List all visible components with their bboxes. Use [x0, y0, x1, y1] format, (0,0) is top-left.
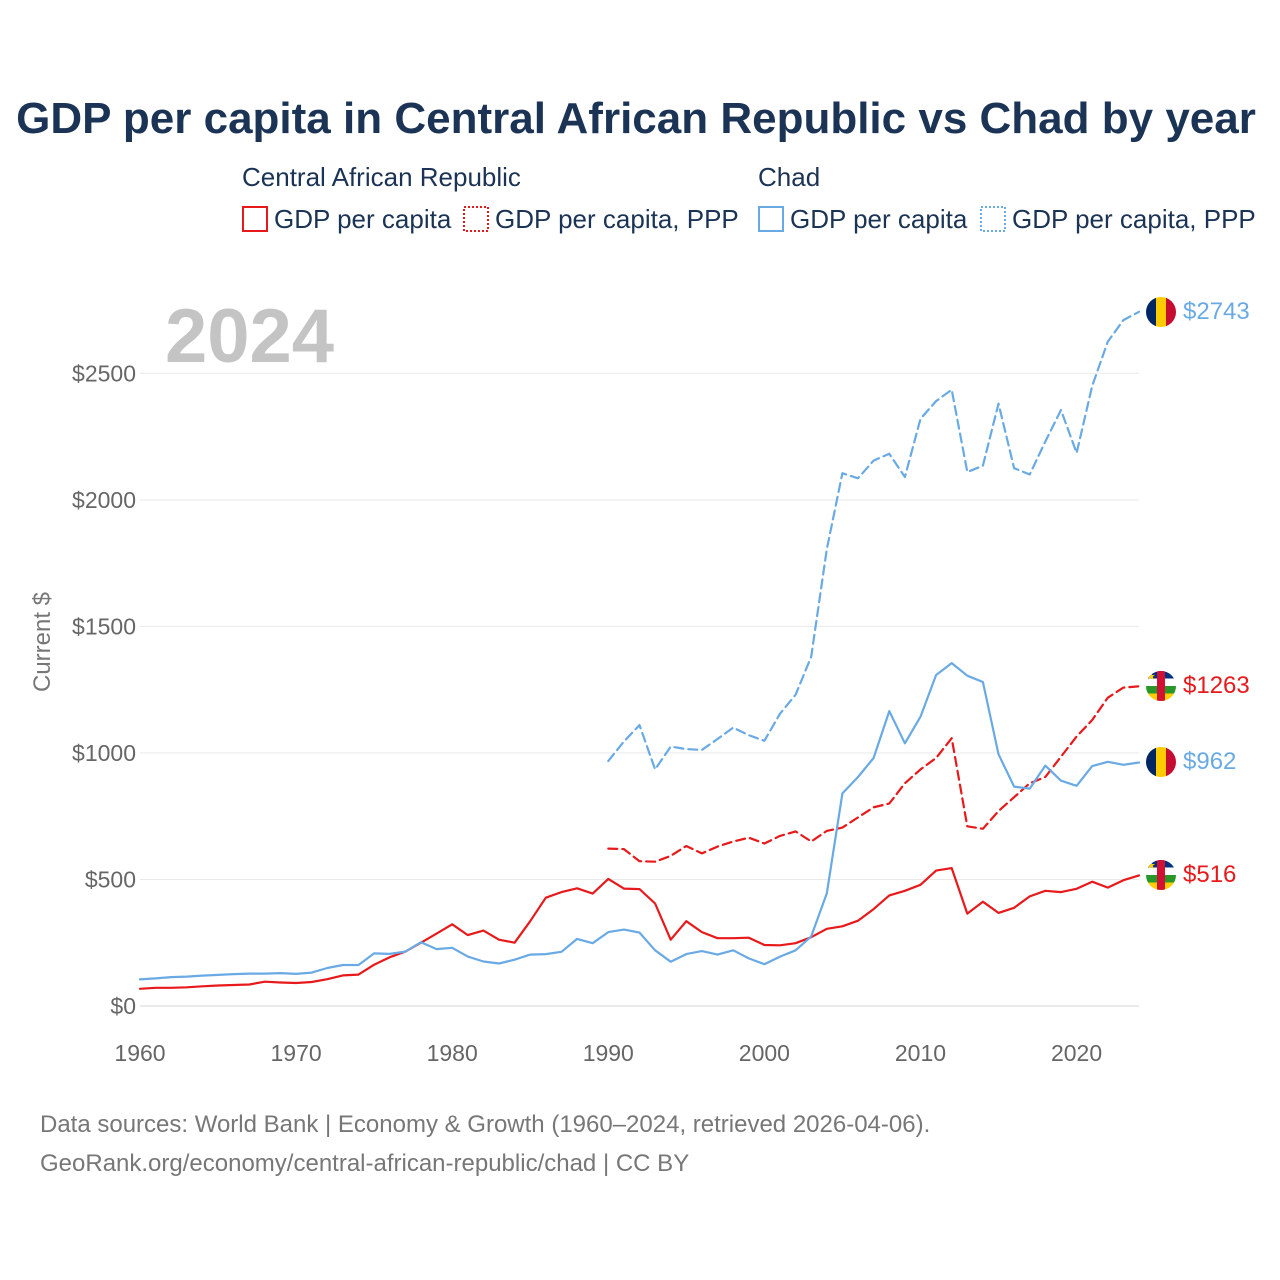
- legend: Central African Republic GDP per capita …: [242, 162, 1256, 234]
- legend-label-chad-gdp: GDP per capita: [790, 204, 968, 234]
- flag-chad-ppp: [1146, 297, 1176, 327]
- x-tick-label: 2000: [739, 1040, 790, 1066]
- end-label-chad-gdp: $962: [1183, 748, 1236, 775]
- series: [138, 310, 1141, 990]
- chad-flag-icon: [1146, 747, 1176, 777]
- series-line-1: [607, 685, 1141, 863]
- legend-group-central-african-republic: Central African Republic: [242, 162, 521, 192]
- central-african-republic-flag-icon: [1146, 860, 1176, 890]
- x-tick-label: 2020: [1051, 1040, 1102, 1066]
- end-label-chad-ppp: $2743: [1183, 298, 1250, 325]
- source-line-1: Data sources: World Bank | Economy & Gro…: [40, 1111, 930, 1138]
- year-watermark: 2024: [165, 294, 334, 379]
- y-axis: $0 $500 $1000 $1500 $2000 $2500: [72, 360, 136, 1019]
- chad-flag-icon: [1146, 297, 1176, 327]
- flag-car-ppp: [1146, 671, 1176, 701]
- legend-label-car-gdp: GDP per capita: [274, 204, 452, 234]
- x-tick-label: 1980: [427, 1040, 478, 1066]
- y-tick-label: $1500: [72, 613, 136, 639]
- legend-label-car-ppp: GDP per capita, PPP: [495, 204, 739, 234]
- y-tick-label: $1000: [72, 740, 136, 766]
- series-line-2: [138, 661, 1141, 981]
- source-line-2: GeoRank.org/economy/central-african-repu…: [40, 1150, 689, 1177]
- legend-group-chad: Chad: [758, 162, 820, 192]
- y-tick-label: $500: [85, 866, 136, 892]
- series-line-3: [607, 310, 1141, 771]
- x-axis: 1960 1970 1980 1990 2000 2010 2020: [114, 1040, 1102, 1066]
- y-axis-title: Current $: [29, 592, 56, 692]
- legend-swatch-chad-gdp: [758, 206, 784, 232]
- legend-swatch-chad-ppp: [980, 206, 1006, 232]
- end-label-car-ppp: $1263: [1183, 672, 1250, 699]
- legend-label-chad-ppp: GDP per capita, PPP: [1012, 204, 1256, 234]
- grid: [140, 372, 1139, 1007]
- x-tick-label: 1990: [583, 1040, 634, 1066]
- x-tick-label: 1970: [271, 1040, 322, 1066]
- flag-chad-gdp: [1146, 747, 1176, 777]
- flag-car-gdp: [1146, 860, 1176, 890]
- x-tick-label: 1960: [114, 1040, 165, 1066]
- legend-swatch-car-gdp: [242, 206, 268, 232]
- y-tick-label: $2500: [72, 360, 136, 386]
- central-african-republic-flag-icon: [1146, 671, 1176, 701]
- end-label-car-gdp: $516: [1183, 861, 1236, 888]
- chart-title: GDP per capita in Central African Republ…: [16, 94, 1256, 143]
- x-tick-label: 2010: [895, 1040, 946, 1066]
- series-line-0: [138, 866, 1141, 990]
- y-tick-label: $2000: [72, 487, 136, 513]
- y-tick-label: $0: [110, 993, 136, 1019]
- legend-swatch-car-ppp: [463, 206, 489, 232]
